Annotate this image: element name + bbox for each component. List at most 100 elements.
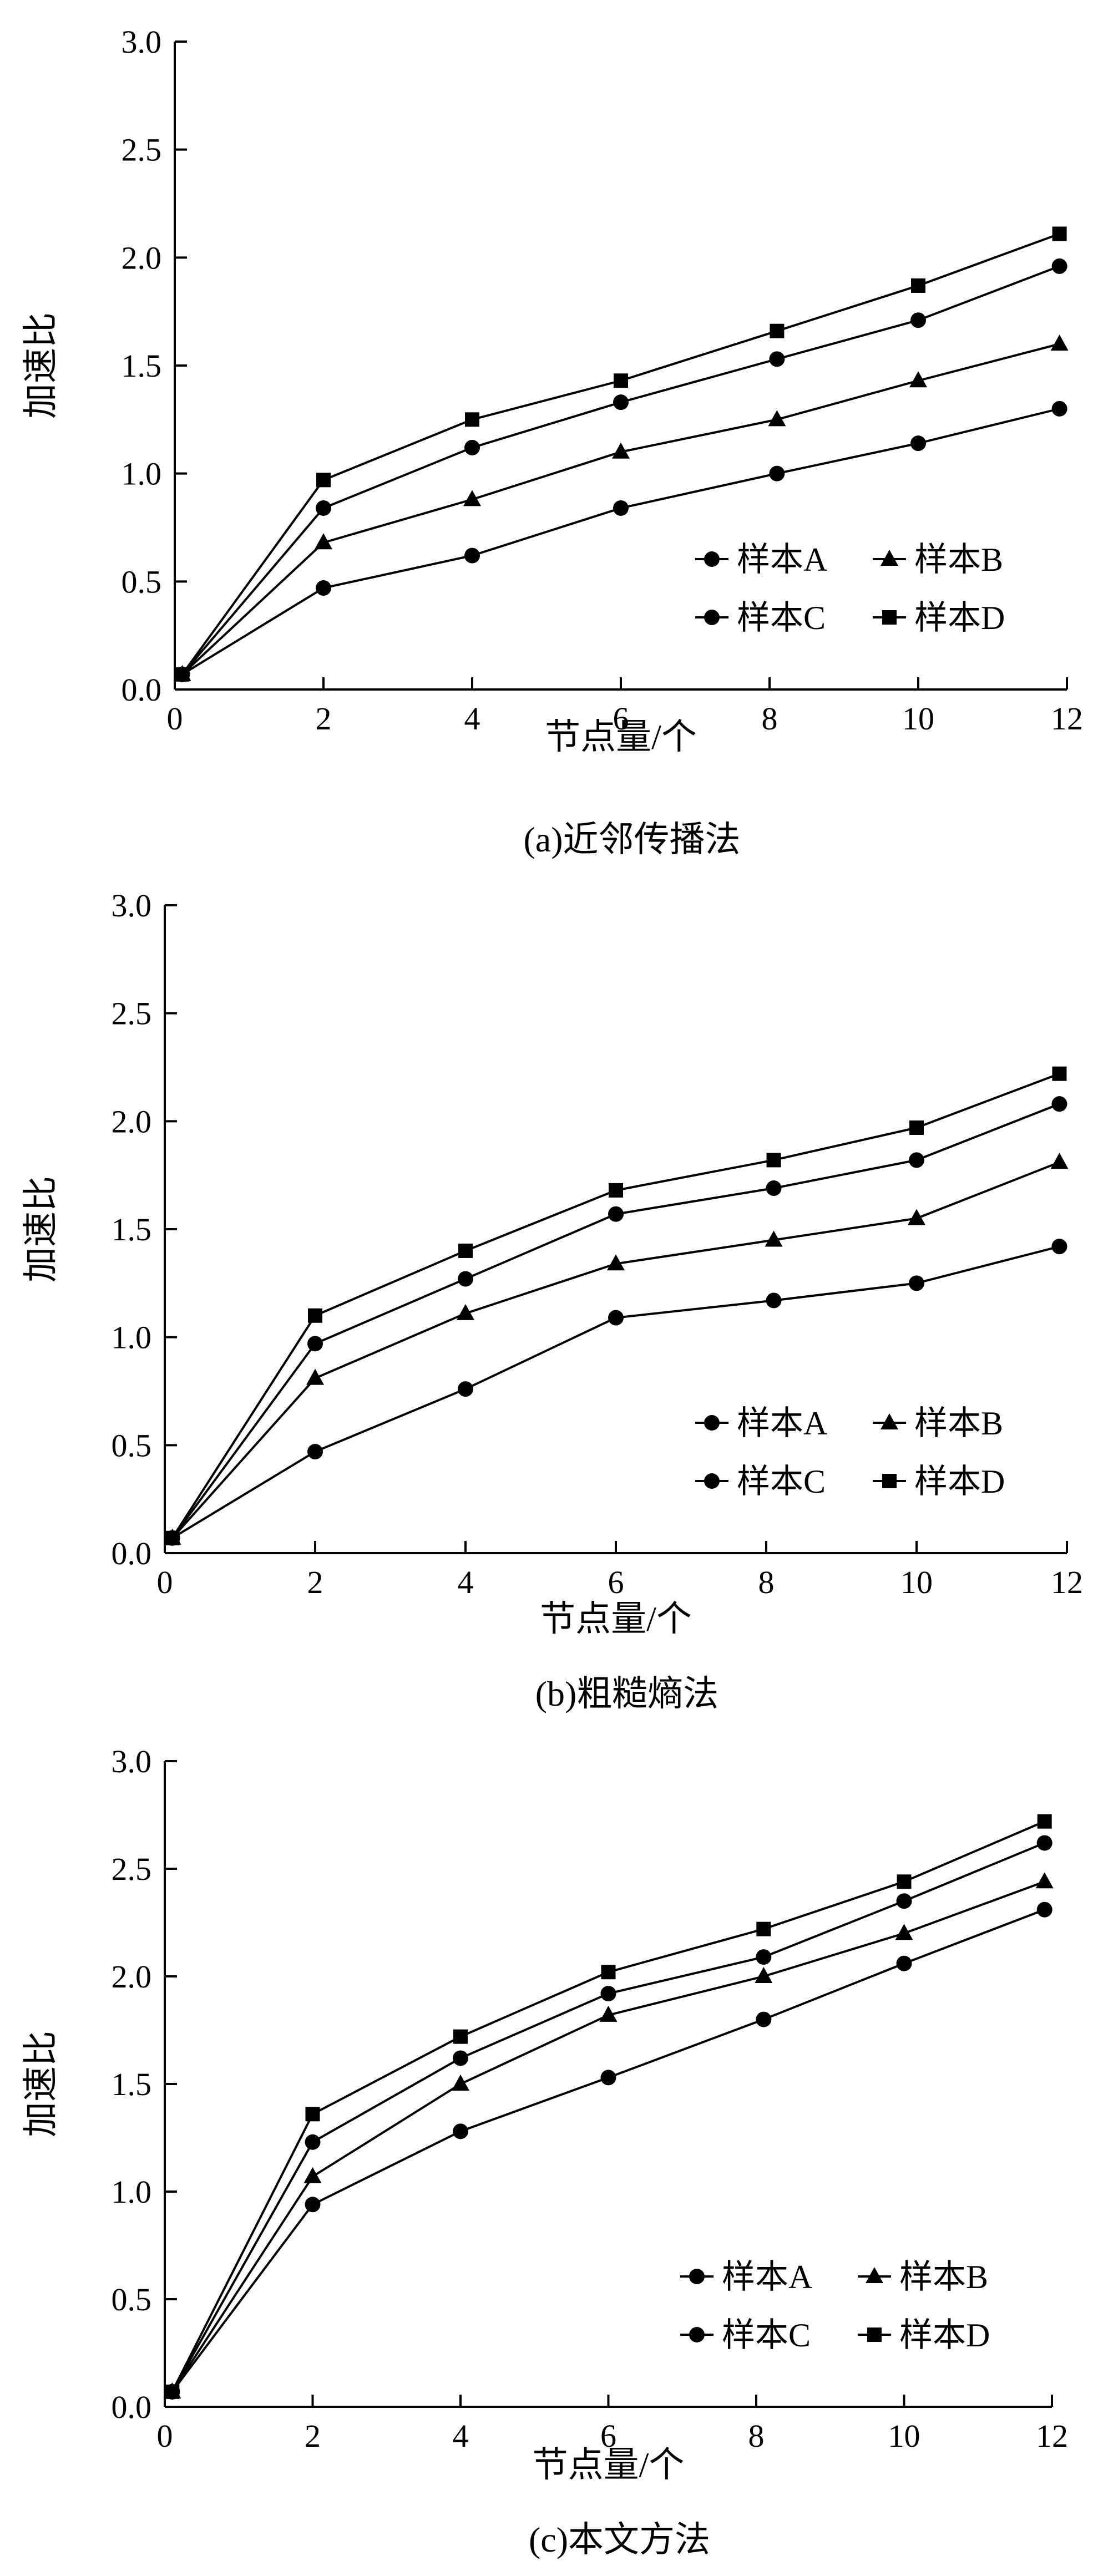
x-tick-label: 4	[453, 2418, 469, 2454]
legend-marker	[689, 2269, 705, 2284]
x-tick-label: 10	[902, 701, 934, 737]
data-point	[614, 373, 628, 388]
chart-caption: (a)近邻传播法	[523, 820, 740, 859]
x-tick-label: 2	[305, 2418, 321, 2454]
series-1	[174, 400, 1067, 682]
legend-marker	[866, 2267, 883, 2283]
data-point	[908, 1209, 925, 1225]
legend-entry: 样本B	[873, 1405, 1003, 1442]
legend-label: 样本D	[899, 2317, 990, 2354]
data-point	[458, 1271, 473, 1287]
data-point	[607, 1254, 625, 1271]
data-point	[307, 1444, 323, 1460]
y-tick-label: 1.5	[122, 348, 162, 384]
series-4	[165, 1814, 1052, 2399]
legend-entry: 样本C	[695, 600, 826, 636]
data-point	[765, 1230, 783, 1247]
data-point	[896, 1955, 912, 1971]
y-tick-label: 3.0	[112, 1743, 152, 1779]
legend-entry: 样本A	[695, 1405, 827, 1442]
data-point	[303, 2167, 322, 2183]
legend-entry: 样本C	[695, 1463, 826, 1500]
x-tick-label: 6	[608, 1564, 624, 1600]
legend-marker	[704, 1473, 720, 1489]
legend-label: 样本A	[737, 541, 827, 578]
series-4	[175, 226, 1067, 682]
legend-label: 样本B	[914, 541, 1003, 578]
y-axis-label: 加速比	[21, 312, 60, 419]
legend-entry: 样本A	[680, 2259, 812, 2295]
data-point	[612, 442, 630, 459]
y-tick-label: 2.5	[122, 132, 162, 168]
data-point	[766, 1153, 781, 1168]
data-point	[756, 2011, 772, 2027]
data-point	[768, 410, 786, 427]
data-point	[909, 1120, 924, 1135]
legend-label: 样本D	[914, 1463, 1005, 1500]
data-point	[1050, 1153, 1069, 1169]
data-point	[910, 312, 926, 328]
data-point	[1035, 1872, 1054, 1889]
data-point	[910, 435, 926, 452]
data-point	[766, 1292, 782, 1309]
data-point	[1036, 1835, 1053, 1851]
data-point	[896, 1893, 912, 1909]
y-tick-label: 1.0	[112, 1320, 152, 1356]
y-tick-label: 3.0	[112, 888, 152, 924]
data-point	[1051, 1239, 1067, 1255]
legend-label: 样本D	[914, 600, 1005, 636]
data-point	[457, 1304, 474, 1320]
y-tick-label: 1.0	[112, 2174, 152, 2210]
legend-label: 样本B	[899, 2259, 988, 2295]
x-tick-label: 6	[600, 2418, 616, 2454]
y-tick-label: 2.0	[122, 240, 162, 276]
legend-label: 样本C	[722, 2317, 811, 2354]
data-point	[316, 500, 331, 516]
legend-entry: 样本C	[680, 2317, 811, 2354]
legend: 样本A 样本B 样本C 样本D	[695, 541, 1005, 636]
data-point	[909, 1152, 924, 1168]
data-point	[464, 439, 480, 455]
data-point	[897, 1874, 912, 1889]
legend-marker	[882, 1474, 897, 1488]
data-point	[608, 1206, 624, 1222]
data-point	[453, 2123, 468, 2139]
y-tick-label: 2.0	[112, 1103, 152, 1139]
legend: 样本A 样本B 样本C 样本D	[680, 2259, 990, 2354]
y-axis-label: 加速比	[21, 1176, 60, 1282]
data-point	[307, 1336, 323, 1352]
data-point	[453, 2050, 468, 2066]
legend-label: 样本A	[737, 1405, 827, 1442]
legend-entry: 样本A	[695, 541, 827, 578]
data-point	[1037, 1814, 1052, 1829]
data-point	[305, 2134, 321, 2150]
legend-entry: 样本B	[873, 541, 1003, 578]
x-tick-label: 6	[613, 701, 629, 737]
y-tick-label: 0.0	[122, 672, 162, 708]
data-point	[165, 1530, 180, 1545]
data-point	[599, 2005, 618, 2022]
x-tick-label: 2	[307, 1564, 323, 1600]
legend-entry: 样本B	[858, 2259, 988, 2295]
data-point	[465, 412, 479, 427]
data-point	[1051, 1096, 1067, 1112]
y-tick-label: 0.5	[122, 564, 162, 600]
data-point	[316, 473, 331, 488]
data-point	[305, 2107, 320, 2122]
data-point	[769, 351, 785, 367]
y-tick-label: 0.0	[112, 1535, 152, 1571]
data-point	[766, 1180, 782, 1196]
x-tick-label: 2	[316, 701, 332, 737]
data-point	[613, 500, 629, 516]
legend-marker	[881, 550, 898, 566]
data-point	[165, 2384, 180, 2399]
x-tick-label: 10	[900, 1564, 933, 1600]
x-axis-label: 节点量/个	[545, 717, 697, 757]
y-tick-label: 1.5	[112, 2066, 152, 2102]
legend-entry: 样本D	[858, 2317, 990, 2354]
data-point	[755, 1967, 773, 1983]
x-tick-label: 12	[1051, 701, 1083, 737]
data-point	[452, 2075, 469, 2091]
x-tick-label: 10	[888, 2418, 920, 2454]
